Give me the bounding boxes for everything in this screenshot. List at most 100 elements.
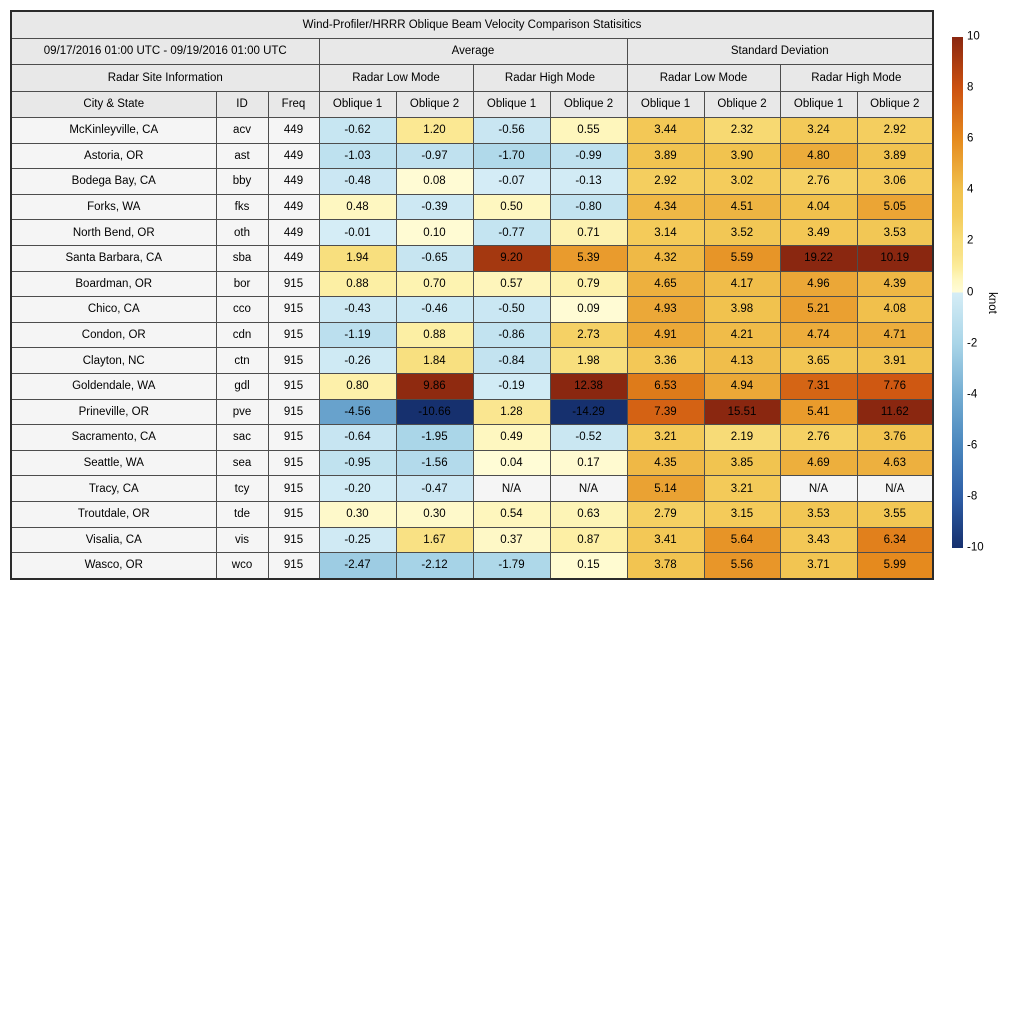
colorbar-tick: 0: [967, 285, 974, 298]
date-range-cell: 09/17/2016 01:00 UTC - 09/19/2016 01:00 …: [10, 37, 320, 65]
value-cell: 3.41: [626, 526, 705, 554]
freq-cell: 449: [267, 219, 320, 246]
table-row: Bodega Bay, CA bby 449 -0.48 0.08 -0.07 -0.13 2…: [10, 168, 934, 195]
value-cell: 6.34: [856, 526, 934, 554]
table-row: Clayton, NC ctn 915 -0.26 1.84 -0.84 1.98 3.36 4…: [10, 347, 934, 374]
site-id-cell: vis: [215, 526, 269, 554]
freq-cell: 449: [267, 193, 320, 221]
value-cell: -0.52: [549, 424, 628, 451]
value-cell: -14.29: [549, 398, 628, 426]
site-info-header: Radar Site Information: [10, 64, 320, 92]
value-cell: -1.79: [472, 552, 551, 580]
value-cell: 1.98: [549, 347, 628, 374]
value-cell: 0.48: [318, 193, 397, 221]
site-id-cell: cco: [215, 296, 269, 323]
value-cell: -0.19: [472, 372, 551, 400]
value-cell: 0.37: [472, 526, 551, 554]
freq-cell: 449: [267, 168, 320, 195]
value-cell: 4.91: [626, 321, 705, 349]
value-cell: -0.65: [395, 244, 474, 272]
value-cell: 4.71: [856, 321, 934, 349]
value-cell: 12.38: [549, 372, 628, 400]
value-cell: 0.08: [395, 168, 474, 195]
column-header-row: City & State ID Freq Oblique 1 Oblique 2…: [10, 90, 934, 118]
value-cell: 0.88: [395, 321, 474, 349]
value-cell: 3.21: [703, 475, 781, 502]
value-cell: -0.39: [395, 193, 474, 221]
colorbar-tick: 10: [967, 30, 980, 43]
site-id-cell: wco: [215, 552, 269, 580]
value-cell: 0.71: [549, 219, 628, 246]
value-cell: -0.25: [318, 526, 397, 554]
value-cell: 0.79: [549, 270, 628, 298]
value-cell: 4.96: [779, 270, 858, 298]
value-cell: 3.55: [856, 500, 934, 528]
value-cell: 2.92: [626, 168, 705, 195]
value-cell: 11.62: [856, 398, 934, 426]
value-cell: -2.47: [318, 552, 397, 580]
value-cell-na: N/A: [779, 475, 858, 502]
value-cell: -0.47: [395, 475, 474, 502]
value-cell: -0.46: [395, 296, 474, 323]
value-cell: 15.51: [703, 398, 781, 426]
colorbar: [952, 37, 963, 548]
value-cell-na: N/A: [472, 475, 551, 502]
value-cell: 0.09: [549, 296, 628, 323]
value-cell: -0.01: [318, 219, 397, 246]
city-cell: North Bend, OR: [10, 219, 217, 246]
freq-cell: 915: [267, 552, 320, 580]
value-cell: 9.20: [472, 244, 551, 272]
value-cell: 9.86: [395, 372, 474, 400]
value-cell: 5.05: [856, 193, 934, 221]
value-cell: 3.06: [856, 168, 934, 195]
column-header-oblique: Oblique 2: [856, 90, 934, 118]
table-row: McKinleyville, CA acv 449 -0.62 1.20 -0.56 0.5…: [10, 117, 934, 144]
value-cell: 4.35: [626, 449, 705, 477]
site-id-cell: ast: [215, 142, 269, 170]
freq-cell: 449: [267, 244, 320, 272]
value-cell: -0.77: [472, 219, 551, 246]
value-cell: 0.88: [318, 270, 397, 298]
value-cell: 0.70: [395, 270, 474, 298]
city-cell: Condon, OR: [10, 321, 217, 349]
value-cell: 7.39: [626, 398, 705, 426]
city-cell: Chico, CA: [10, 296, 217, 323]
value-cell: 3.71: [779, 552, 858, 580]
mode-header-std-low: Radar Low Mode: [626, 64, 781, 92]
table-row: Boardman, OR bor 915 0.88 0.70 0.57 0.79 4.65 4.…: [10, 270, 934, 298]
site-id-cell: sac: [215, 424, 269, 451]
table-row: Prineville, OR pve 915 -4.56 -10.66 1.28 -14.2…: [10, 398, 934, 426]
value-cell: 0.63: [549, 500, 628, 528]
table-row: Chico, CA cco 915 -0.43 -0.46 -0.50 0.09 4.93 3.…: [10, 296, 934, 323]
column-header-oblique: Oblique 2: [395, 90, 474, 118]
colorbar-tick: -8: [967, 490, 978, 503]
value-cell: 5.59: [703, 244, 781, 272]
value-cell: -2.12: [395, 552, 474, 580]
table-row: Santa Barbara, CA sba 449 1.94 -0.65 9.20 5.39…: [10, 244, 934, 272]
value-cell: 3.78: [626, 552, 705, 580]
value-cell: 0.30: [395, 500, 474, 528]
value-cell: 4.17: [703, 270, 781, 298]
freq-cell: 915: [267, 296, 320, 323]
value-cell: 3.15: [703, 500, 781, 528]
value-cell: 4.51: [703, 193, 781, 221]
value-cell: 3.53: [856, 219, 934, 246]
value-cell: -0.26: [318, 347, 397, 374]
site-id-cell: tde: [215, 500, 269, 528]
value-cell: 0.49: [472, 424, 551, 451]
site-id-cell: pve: [215, 398, 269, 426]
column-header-oblique: Oblique 1: [779, 90, 858, 118]
freq-cell: 915: [267, 347, 320, 374]
colorbar-tick: -2: [967, 336, 978, 349]
table-row: North Bend, OR oth 449 -0.01 0.10 -0.77 0.71 3.…: [10, 219, 934, 246]
colorbar-tick: 6: [967, 132, 974, 145]
freq-cell: 915: [267, 424, 320, 451]
site-id-cell: bor: [215, 270, 269, 298]
value-cell: 4.21: [703, 321, 781, 349]
colorbar-unit-label: knot: [985, 292, 998, 314]
value-cell: 3.43: [779, 526, 858, 554]
value-cell: 4.65: [626, 270, 705, 298]
value-cell: 1.94: [318, 244, 397, 272]
table-row: Visalia, CA vis 915 -0.25 1.67 0.37 0.87 3.41 5.…: [10, 526, 934, 554]
